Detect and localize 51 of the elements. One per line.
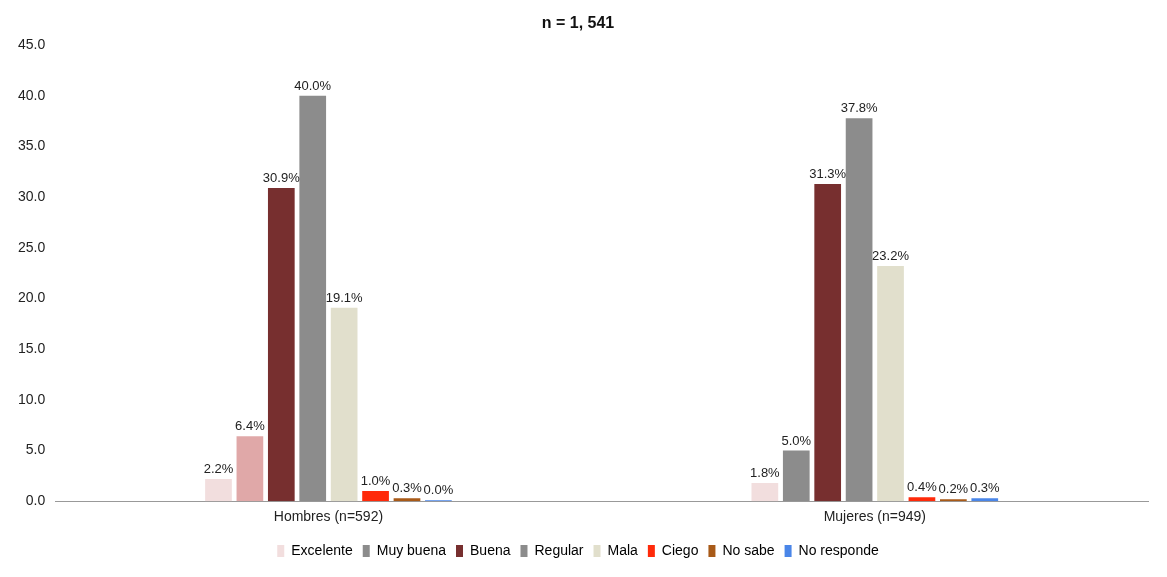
legend-label: Regular	[534, 541, 584, 558]
legend-label: Ciego	[661, 541, 699, 558]
bar	[751, 482, 779, 502]
legend-label: No responde	[798, 541, 879, 558]
bar	[908, 497, 936, 502]
y-tick-label: 30.0	[18, 188, 46, 205]
chart-title: n = 1, 541	[541, 14, 615, 32]
data-label: 5.0%	[781, 432, 812, 448]
y-tick-label: 40.0	[18, 86, 46, 103]
bar	[393, 498, 421, 502]
bar	[267, 188, 295, 502]
bar	[330, 307, 358, 502]
legend-label: Excelente	[291, 541, 353, 558]
data-label: 1.8%	[750, 465, 781, 481]
data-label: 0.3%	[392, 480, 423, 496]
data-label: 0.2%	[938, 481, 969, 497]
bar	[814, 184, 842, 502]
legend-label: Buena	[470, 541, 511, 558]
bar	[877, 266, 904, 502]
data-label: 2.2%	[203, 460, 234, 476]
x-tick-label: Hombres (n=592)	[273, 508, 384, 525]
x-tick-label: Mujeres (n=949)	[823, 508, 926, 525]
y-tick-label: 20.0	[18, 289, 46, 306]
y-tick-label: 25.0	[18, 238, 46, 255]
data-label: 0.4%	[907, 479, 938, 495]
legend-label: No sabe	[722, 541, 775, 558]
data-label: 37.8%	[840, 100, 878, 116]
data-label: 0.0%	[423, 482, 454, 498]
data-label: 30.9%	[262, 170, 301, 186]
legend-label: Mala	[607, 541, 639, 558]
bar	[845, 118, 873, 502]
y-tick-label: 10.0	[18, 390, 46, 407]
data-label: 19.1%	[325, 289, 364, 305]
y-tick-label: 35.0	[18, 137, 46, 154]
y-tick-label: 45.0	[18, 36, 46, 53]
data-label: 1.0%	[360, 473, 391, 489]
data-label: 31.3%	[809, 166, 847, 182]
y-tick-label: 0.0	[25, 492, 46, 509]
legend-label: Muy buena	[376, 541, 447, 558]
bar	[362, 491, 389, 502]
data-label: 23.2%	[872, 248, 910, 264]
bar	[236, 436, 264, 502]
bar	[971, 498, 999, 502]
y-tick-label: 5.0	[25, 441, 46, 458]
data-label: 0.3%	[969, 480, 1001, 496]
bar	[299, 95, 327, 502]
data-label: 40.0%	[294, 77, 332, 93]
bar	[205, 478, 232, 502]
y-tick-label: 15.0	[18, 340, 46, 357]
data-label: 6.4%	[235, 418, 266, 434]
bar	[940, 499, 967, 502]
